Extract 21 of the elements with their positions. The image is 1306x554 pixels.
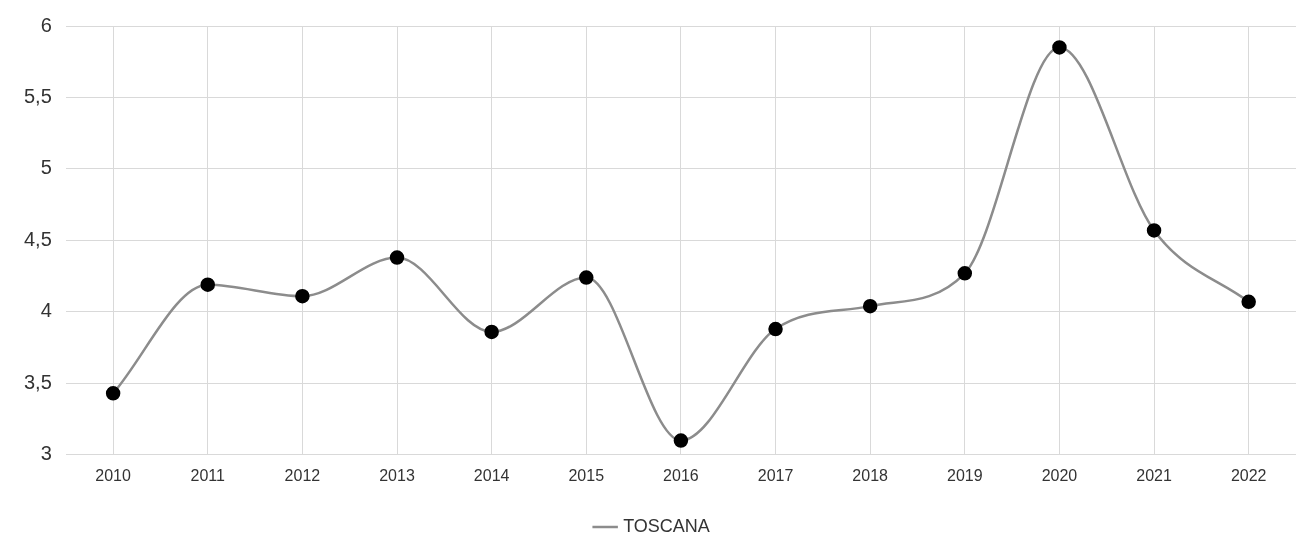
x-tick-label: 2020: [1041, 466, 1078, 484]
y-tick-label: 3,5: [23, 370, 52, 393]
y-tick-label: 5: [40, 156, 52, 179]
x-tick-label: 2022: [1230, 466, 1267, 484]
x-tick-label: 2013: [379, 466, 415, 484]
x-tick-label: 2019: [947, 466, 983, 484]
x-tick-label: 2012: [284, 466, 321, 484]
x-tick-label: 2017: [757, 466, 794, 484]
y-tick-label: 4: [40, 299, 52, 322]
y-tick-label: 3: [40, 442, 52, 465]
legend-label: TOSCANA: [623, 515, 710, 536]
y-tick-label: 5,5: [23, 84, 52, 107]
x-tick-label: 2015: [568, 466, 605, 484]
x-tick-label: 2011: [190, 466, 226, 484]
x-tick-label: 2014: [473, 466, 510, 484]
y-tick-label: 4,5: [23, 227, 52, 250]
x-tick-label: 2018: [852, 466, 889, 484]
y-tick-label: 6: [40, 13, 52, 36]
x-tick-label: 2010: [95, 466, 132, 484]
x-tick-label: 2021: [1136, 466, 1172, 484]
x-tick-label: 2016: [663, 466, 699, 484]
